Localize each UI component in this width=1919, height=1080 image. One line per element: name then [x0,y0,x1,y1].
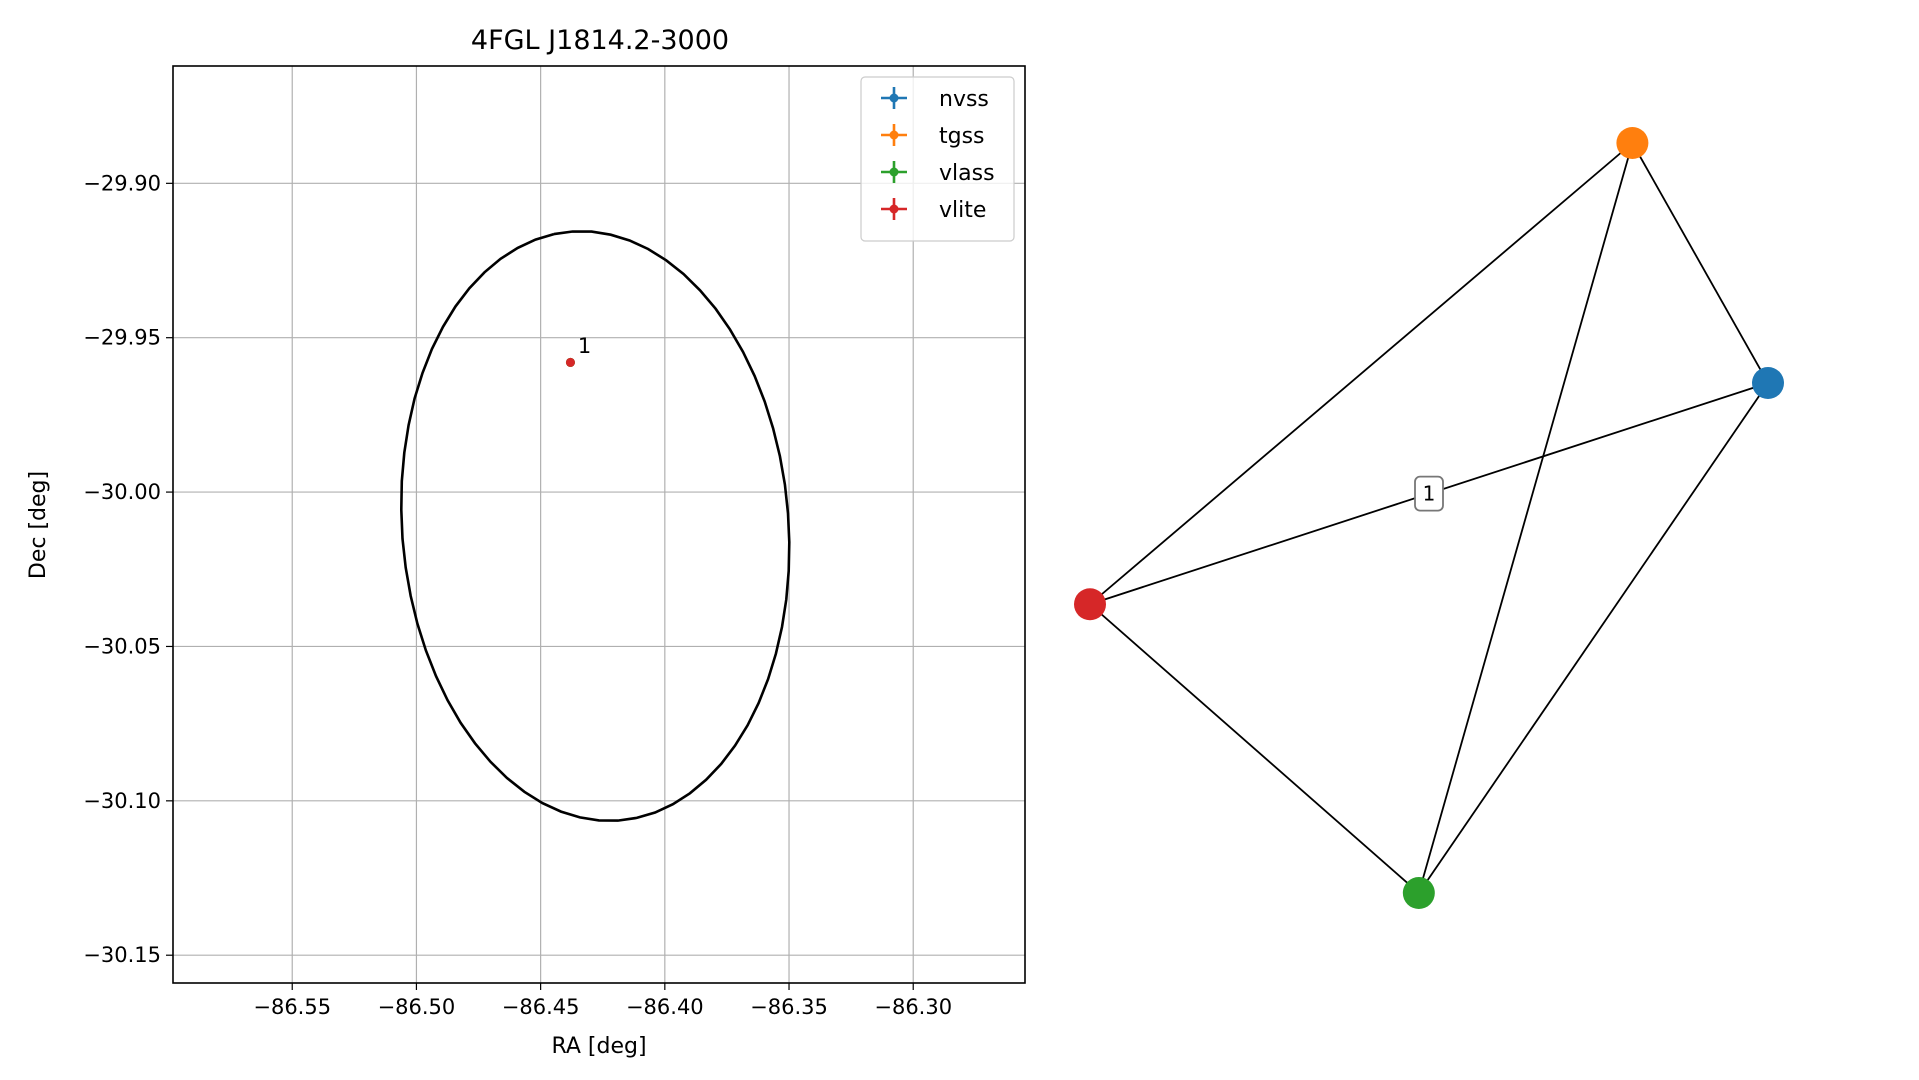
source-points [565,357,575,367]
node-vlite [1074,588,1106,621]
legend-marker-dot [889,204,899,214]
y-axis-label: Dec [deg] [26,471,51,579]
sky-position-chart: 4FGL J1814.2-3000 1 −86.55 −86.50 −86.45 −8… [26,25,1026,1059]
y-tick-label: −30.10 [83,789,161,813]
graph-nodes [1074,127,1784,909]
graph-edges [1089,142,1769,894]
legend-box [860,76,1015,242]
node-vlass [1402,877,1435,909]
y-tick-label: −29.90 [83,171,161,195]
x-tick-label: −86.30 [874,995,952,1019]
graph-edge-labels: 1 [1414,475,1444,512]
y-tick-label: −30.00 [83,480,161,504]
legend-label: nvss [939,87,989,112]
y-tick-label: −30.05 [83,634,161,658]
x-tick-label: −86.45 [502,995,580,1019]
edge-nvss-tgss [1631,142,1769,384]
legend-label: vlite [939,198,986,223]
y-axis-ticks: −29.90 −29.95 −30.00 −30.05 −30.10 −30.15 [83,171,173,967]
legend-label: tgss [939,124,985,149]
x-tick-label: −86.35 [750,995,828,1019]
legend-label: vlass [939,161,995,186]
x-tick-label: −86.40 [626,995,704,1019]
y-tick-label: −29.95 [83,326,161,350]
point-annotation: 1 [578,334,591,358]
node-tgss [1616,127,1649,159]
network-graph: 1 [1074,127,1784,909]
plot-frame [172,65,1026,984]
chart-title: 4FGL J1814.2-3000 [471,25,729,56]
legend-marker-dot [889,167,899,177]
edge-tgss-vlass [1417,142,1634,894]
edge-tgss-vlite [1089,142,1633,605]
annotations: 1 [578,334,591,358]
error-ellipse-outline [399,230,791,822]
legend-marker-dot [889,130,899,140]
error-ellipse [399,230,791,822]
y-tick-label: −30.15 [83,943,161,967]
x-axis-label: RA [deg] [551,1034,646,1059]
legend-marker-dot [889,93,899,103]
x-tick-label: −86.50 [378,995,456,1019]
edge-vlass-vlite [1089,603,1420,894]
node-nvss [1752,367,1784,399]
point-vlite [565,357,575,367]
x-tick-label: −86.55 [253,995,331,1019]
legend: nvss tgss vlass vlite [860,76,1015,242]
x-axis-ticks: −86.55 −86.50 −86.45 −86.40 −86.35 −86.30 [253,983,952,1019]
edge-label-box [1414,475,1444,512]
edge-label: 1 [1423,482,1436,506]
edge-nvss-vlass [1418,382,1769,894]
